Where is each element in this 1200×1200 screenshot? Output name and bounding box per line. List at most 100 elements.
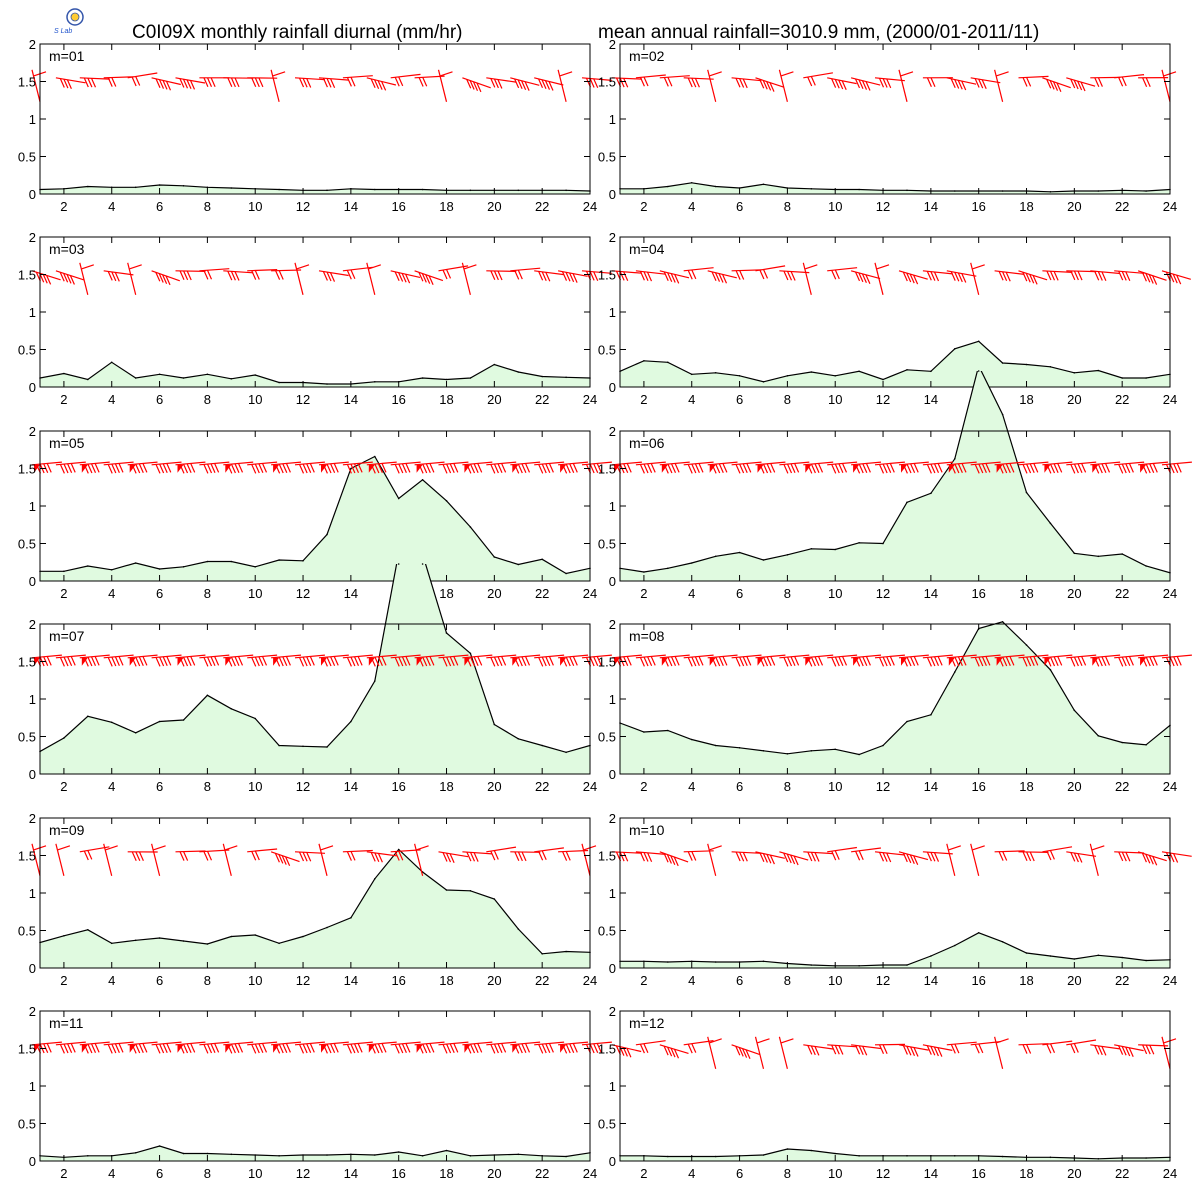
rainfall-line <box>40 455 590 575</box>
data-point <box>858 753 860 756</box>
wind-barb <box>898 270 928 285</box>
wind-barb <box>318 1041 349 1054</box>
data-point <box>977 340 980 343</box>
data-point <box>182 719 185 721</box>
wind-barb <box>994 461 1025 474</box>
data-point <box>302 560 304 562</box>
data-point <box>278 1155 280 1157</box>
data-point <box>714 372 717 374</box>
wind-barb <box>827 267 858 280</box>
wind-barb <box>970 461 1001 474</box>
data-point <box>517 189 520 192</box>
x-tick-label: 22 <box>1115 779 1129 794</box>
data-point <box>667 729 669 732</box>
x-tick-label: 18 <box>1019 973 1033 988</box>
wind-barb <box>754 1036 770 1069</box>
data-point <box>930 714 932 716</box>
wind-barb <box>55 270 85 285</box>
data-point <box>469 890 472 892</box>
data-point <box>158 568 161 570</box>
data-point <box>762 750 765 752</box>
data-point <box>954 1155 956 1157</box>
data-point <box>1001 413 1004 416</box>
wind-barb <box>486 1041 517 1054</box>
wind-barb <box>510 851 541 862</box>
wind-barb <box>803 461 834 474</box>
wind-barbs <box>31 69 612 102</box>
x-tick-label: 24 <box>1163 779 1177 794</box>
data-point <box>667 961 669 963</box>
wind-barb <box>1161 270 1191 285</box>
x-tick-label: 2 <box>60 1166 67 1181</box>
data-point <box>565 950 567 953</box>
wind-barb <box>1161 69 1177 102</box>
y-tick-label: 2 <box>29 1004 36 1019</box>
wind-barb <box>994 1036 1009 1069</box>
data-point <box>1049 522 1052 525</box>
data-point <box>1073 552 1076 555</box>
x-tick-label: 14 <box>344 779 358 794</box>
x-tick-label: 24 <box>583 973 597 988</box>
x-tick-label: 12 <box>876 1166 890 1181</box>
wind-barb <box>635 270 666 282</box>
x-tick-label: 10 <box>828 973 842 988</box>
data-point <box>1097 735 1100 737</box>
data-point <box>930 492 932 495</box>
wind-barb <box>946 654 977 667</box>
y-tick-label: 1 <box>29 886 36 901</box>
x-tick-label: 14 <box>924 973 938 988</box>
wind-barb <box>79 1041 110 1054</box>
wind-barb <box>558 654 589 667</box>
month-label: m=09 <box>49 822 85 838</box>
wind-barb <box>1042 77 1071 93</box>
data-point <box>1145 1157 1147 1159</box>
wind-barb <box>366 1041 397 1054</box>
data-point <box>858 370 860 373</box>
data-point <box>374 381 376 383</box>
y-tick-label: 1.5 <box>598 75 616 90</box>
data-point <box>1001 190 1004 192</box>
y-tick-label: 2 <box>29 617 36 632</box>
wind-barb <box>970 843 985 876</box>
rainfall-line <box>620 621 1170 756</box>
data-point <box>134 732 137 734</box>
x-tick-label: 10 <box>828 779 842 794</box>
wind-barb <box>31 654 62 667</box>
wind-barb <box>342 1041 373 1054</box>
x-tick-label: 14 <box>344 973 358 988</box>
y-tick-label: 0 <box>29 961 36 976</box>
rainfall-area <box>40 564 590 774</box>
y-tick-label: 0 <box>609 1154 616 1169</box>
wind-barb <box>414 654 445 667</box>
x-tick-label: 4 <box>688 779 695 794</box>
x-tick-label: 2 <box>640 1166 647 1181</box>
wind-barb <box>755 77 785 92</box>
wind-barb <box>486 77 517 89</box>
data-point <box>374 680 376 682</box>
wind-barb <box>898 461 929 474</box>
wind-barb <box>994 654 1025 667</box>
wind-barbs <box>31 654 612 667</box>
data-point <box>278 942 280 945</box>
panel-m-07: 00.511.522 4 6 8 10 12 14 16 18 20 22 24m=07 <box>18 563 612 794</box>
x-tick-label: 4 <box>108 199 115 214</box>
wind-barbs <box>611 654 1192 667</box>
wind-barb <box>707 843 722 876</box>
data-point <box>182 566 185 568</box>
data-point <box>565 751 567 754</box>
data-point <box>254 934 256 936</box>
data-point <box>206 943 209 945</box>
data-point <box>643 360 645 362</box>
wind-barb <box>127 262 142 295</box>
data-point <box>762 960 765 963</box>
x-tick-label: 6 <box>156 1166 163 1181</box>
x-tick-label: 12 <box>876 779 890 794</box>
y-tick-label: 0 <box>609 961 616 976</box>
data-point <box>1097 954 1100 957</box>
wind-barbs <box>31 843 597 876</box>
data-point <box>230 187 233 189</box>
rainfall-area <box>620 932 1170 968</box>
wind-barb <box>827 654 858 667</box>
